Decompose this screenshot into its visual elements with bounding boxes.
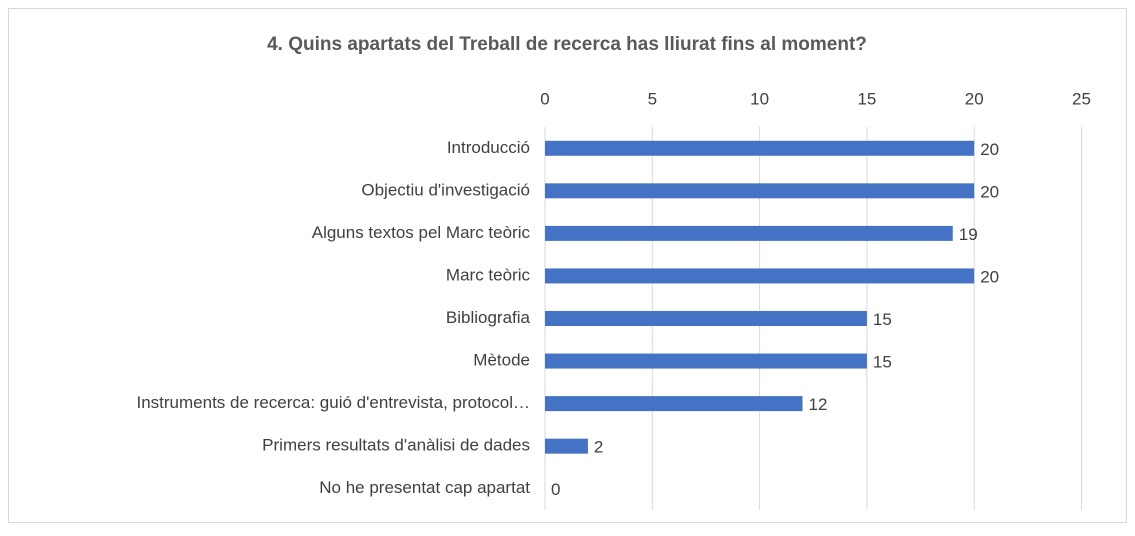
bar: [545, 183, 975, 199]
y-tick-label: Alguns textos pel Marc teòric: [312, 223, 531, 242]
value-label: 20: [980, 140, 999, 159]
y-tick-label: No he presentat cap apartat: [319, 478, 530, 497]
x-tick-label: 15: [857, 89, 876, 108]
value-label: 0: [551, 480, 560, 499]
y-tick-label: Introducció: [447, 138, 530, 157]
value-label: 2: [594, 438, 603, 457]
y-tick-label: Mètode: [473, 351, 530, 370]
bar: [545, 311, 867, 326]
bar: [545, 225, 953, 241]
value-label: 12: [809, 395, 828, 414]
y-tick-label: Instruments de recerca: guió d'entrevist…: [137, 393, 531, 412]
x-tick-label: 0: [540, 89, 549, 108]
bar: [545, 268, 975, 284]
value-label: 15: [873, 353, 892, 372]
value-label: 15: [873, 310, 892, 329]
x-tick-label: 10: [750, 89, 769, 108]
y-tick-label: Bibliografia: [446, 308, 531, 327]
y-tick-label: Objectiu d'investigació: [361, 180, 530, 199]
x-tick-label: 25: [1072, 89, 1091, 108]
chart-title: 4. Quins apartats del Treball de recerca…: [267, 34, 867, 55]
bar: [545, 353, 867, 369]
value-label: 20: [980, 267, 999, 286]
bar: [545, 140, 975, 156]
bar: [545, 438, 588, 454]
bar: [545, 396, 803, 412]
y-tick-label: Primers resultats d'anàlisi de dades: [262, 436, 530, 455]
value-label: 19: [959, 225, 978, 244]
x-tick-label: 5: [648, 89, 657, 108]
y-tick-label: Marc teòric: [446, 265, 531, 284]
x-tick-label: 20: [965, 89, 984, 108]
chart-frame: [8, 8, 1127, 523]
value-label: 20: [980, 182, 999, 201]
